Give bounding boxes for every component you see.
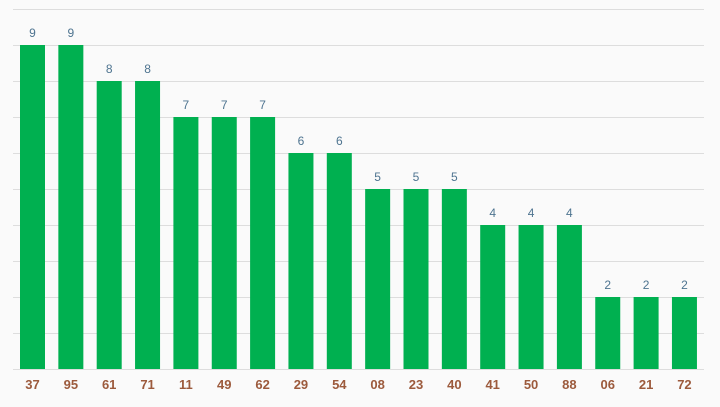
x-tick-label-21: 21 bbox=[639, 377, 653, 392]
grid-lines bbox=[13, 9, 704, 370]
data-label-95: 9 bbox=[68, 26, 75, 40]
x-tick-label-41: 41 bbox=[485, 377, 499, 392]
data-label-23: 5 bbox=[413, 170, 420, 184]
bar-71 bbox=[135, 81, 161, 369]
bar-54 bbox=[326, 153, 352, 369]
bar-21 bbox=[633, 297, 659, 369]
data-label-71: 8 bbox=[144, 62, 151, 76]
bar-37 bbox=[20, 45, 45, 369]
x-tick-label-37: 37 bbox=[25, 377, 39, 392]
x-tick-label-88: 88 bbox=[562, 377, 576, 392]
x-axis-tick-labels: 37 95 61 71 11 49 62 29 54 08 23 40 41 50 88 06 21 72 bbox=[25, 377, 691, 392]
x-tick-label-62: 62 bbox=[255, 377, 269, 392]
data-label-06: 2 bbox=[604, 278, 611, 292]
bar-11 bbox=[173, 117, 199, 369]
bar-23 bbox=[403, 189, 429, 369]
x-tick-label-72: 72 bbox=[677, 377, 691, 392]
bar-95 bbox=[58, 45, 84, 369]
bar-41 bbox=[480, 225, 506, 369]
bar-08 bbox=[365, 189, 391, 369]
x-tick-label-49: 49 bbox=[217, 377, 231, 392]
data-label-50: 4 bbox=[528, 206, 535, 220]
bar-62 bbox=[250, 117, 276, 369]
bar-72 bbox=[671, 297, 697, 369]
bar-40 bbox=[441, 189, 467, 369]
data-label-62: 7 bbox=[259, 98, 266, 112]
data-label-61: 8 bbox=[106, 62, 113, 76]
x-tick-label-40: 40 bbox=[447, 377, 461, 392]
value-labels: 9 9 8 8 7 7 7 6 6 5 5 5 4 4 4 2 2 2 bbox=[29, 26, 688, 292]
x-tick-label-71: 71 bbox=[140, 377, 154, 392]
bar-88 bbox=[556, 225, 582, 369]
data-label-72: 2 bbox=[681, 278, 688, 292]
x-tick-label-29: 29 bbox=[294, 377, 308, 392]
data-label-11: 7 bbox=[183, 98, 190, 112]
data-label-37: 9 bbox=[29, 26, 36, 40]
x-tick-label-11: 11 bbox=[179, 377, 193, 392]
x-tick-label-50: 50 bbox=[524, 377, 538, 392]
x-tick-label-06: 06 bbox=[601, 377, 615, 392]
data-label-08: 5 bbox=[374, 170, 381, 184]
bar-06 bbox=[595, 297, 621, 369]
data-label-54: 6 bbox=[336, 134, 343, 148]
data-label-40: 5 bbox=[451, 170, 458, 184]
x-tick-label-95: 95 bbox=[64, 377, 78, 392]
x-tick-label-54: 54 bbox=[332, 377, 347, 392]
data-label-29: 6 bbox=[298, 134, 305, 148]
bar-29 bbox=[288, 153, 314, 369]
bars bbox=[20, 45, 697, 369]
data-label-41: 4 bbox=[489, 206, 496, 220]
data-label-49: 7 bbox=[221, 98, 228, 112]
bar-49 bbox=[211, 117, 237, 369]
bar-50 bbox=[518, 225, 544, 369]
data-label-21: 2 bbox=[643, 278, 650, 292]
x-tick-label-23: 23 bbox=[409, 377, 423, 392]
x-tick-label-08: 08 bbox=[370, 377, 384, 392]
bar-61 bbox=[96, 81, 122, 369]
x-tick-label-61: 61 bbox=[102, 377, 116, 392]
data-label-88: 4 bbox=[566, 206, 573, 220]
